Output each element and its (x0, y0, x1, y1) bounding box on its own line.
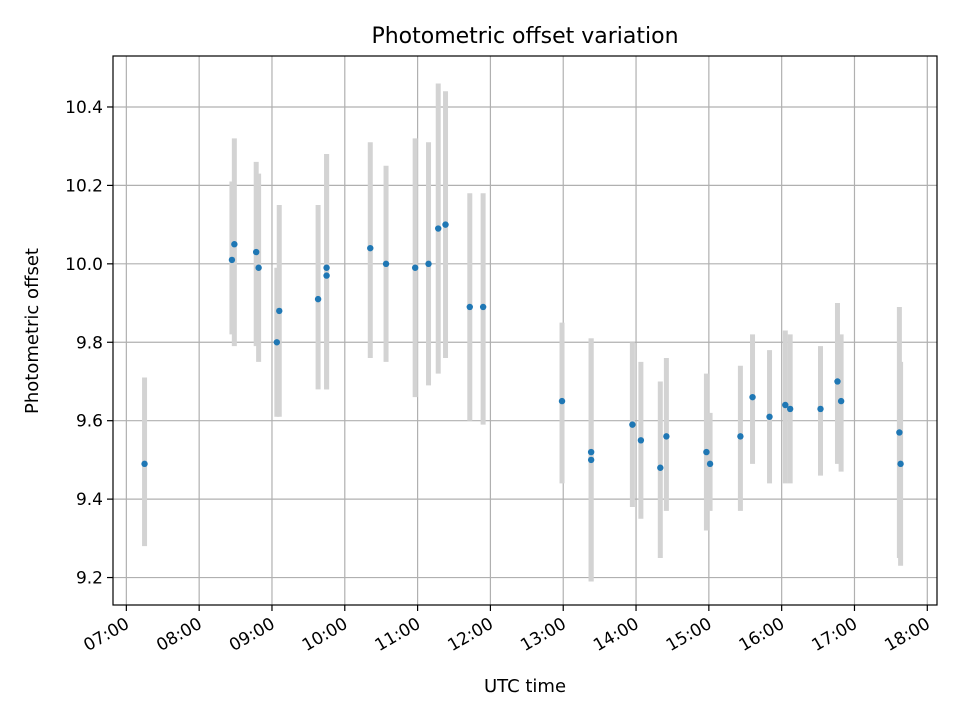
data-point (228, 256, 236, 264)
data-point (558, 397, 566, 405)
y-axis-label: Photometric offset (22, 248, 43, 414)
data-point (411, 264, 419, 271)
data-point (897, 460, 904, 468)
data-point (587, 456, 595, 464)
y-tick-label: 9.2 (76, 569, 103, 589)
data-point (314, 295, 322, 303)
data-point (479, 303, 487, 311)
data-point (706, 460, 714, 468)
y-tick-label: 9.4 (76, 490, 103, 510)
data-point (896, 429, 903, 436)
data-point (425, 260, 432, 268)
data-points (141, 221, 904, 471)
data-point (737, 433, 744, 440)
data-point (817, 405, 824, 413)
data-point (629, 421, 636, 428)
data-point (834, 378, 841, 385)
data-point (252, 248, 260, 256)
data-point (276, 307, 283, 315)
data-point (782, 401, 789, 409)
data-point (663, 433, 670, 440)
data-point (442, 221, 449, 228)
data-point (323, 272, 330, 279)
data-point (837, 397, 845, 405)
data-point (141, 460, 148, 468)
data-point (657, 464, 664, 471)
chart-title: Photometric offset variation (371, 24, 678, 49)
data-point (766, 413, 773, 420)
data-point (466, 303, 473, 311)
data-point (323, 264, 330, 271)
data-point (703, 448, 710, 456)
data-point (435, 225, 442, 232)
grid-lines (113, 56, 937, 605)
data-point (749, 393, 756, 401)
data-point (786, 405, 794, 413)
data-point (637, 437, 645, 444)
y-tick-label: 9.6 (76, 412, 103, 432)
data-point (273, 339, 281, 346)
y-tick-label: 10.0 (65, 255, 103, 275)
y-tick-label: 9.8 (76, 333, 103, 353)
plot-frame (112, 55, 938, 606)
data-point (382, 260, 390, 268)
y-axis-ticks: 9.2 9.4 9.6 9.8 10.0 10.2 10.4 (65, 98, 113, 589)
data-point (255, 264, 262, 271)
y-tick-label: 10.2 (65, 176, 103, 196)
x-axis-label: UTC time (484, 676, 566, 697)
y-tick-label: 10.4 (65, 98, 103, 118)
data-point (587, 448, 595, 456)
data-point (231, 241, 238, 248)
data-point (367, 244, 374, 252)
